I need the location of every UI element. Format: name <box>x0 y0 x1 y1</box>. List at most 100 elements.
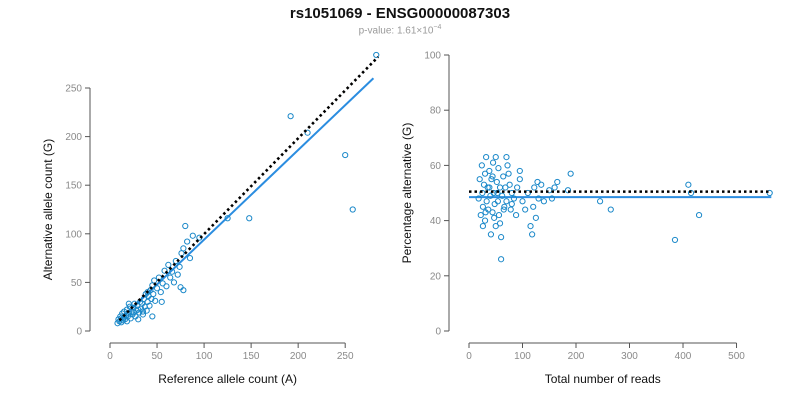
panel1-x-tick-label-200: 200 <box>290 351 307 362</box>
panel2-x-tick-label-200: 200 <box>568 351 585 362</box>
panel1-data-point <box>130 309 137 316</box>
panel2-y-tick-label-0: 0 <box>435 327 441 338</box>
panel2-x-tick-label-300: 300 <box>621 351 638 362</box>
panel2-data-point <box>498 234 505 241</box>
panel1-data-point <box>184 238 191 245</box>
panel1-data-point <box>139 308 147 315</box>
panel2-data-point <box>481 170 489 177</box>
panel2-data-point <box>514 184 521 191</box>
panel2-data-point <box>478 162 485 169</box>
panel1-data-point <box>143 307 150 314</box>
panel2-data-point <box>522 206 529 213</box>
panel1-y-tick-label-50: 50 <box>71 278 83 289</box>
panel2-data-point <box>546 187 553 194</box>
panel2-data-point <box>492 223 499 230</box>
panel2-data-point <box>516 176 523 183</box>
panel1-data-point <box>146 302 153 309</box>
panel2-x-tick-label-500: 500 <box>728 351 745 362</box>
panel1-data-point <box>167 274 174 281</box>
panel2-data-point <box>766 189 773 197</box>
panel2-data-point <box>516 167 523 175</box>
panel1-data-point <box>182 222 189 230</box>
panel2-data-point <box>505 170 512 177</box>
panel1-data-point <box>135 316 142 323</box>
panel2-data-point <box>494 198 501 205</box>
panel2-y-tick-label-20: 20 <box>430 271 442 282</box>
panel1-y-tick-label-100: 100 <box>65 229 82 240</box>
panel1-x-tick-label-150: 150 <box>243 351 260 362</box>
panel2-data-point <box>489 159 497 166</box>
panel2-data-point <box>475 195 482 202</box>
panel1-y-axis-title: Alternative allele count (G) <box>41 139 55 280</box>
panel1-data-point <box>186 255 194 262</box>
panel1-data-point <box>150 290 157 298</box>
panel2-data-point <box>483 198 490 205</box>
panel2-data-point <box>548 195 556 202</box>
panel1-data-point <box>159 280 166 287</box>
panel2-data-point <box>519 198 526 205</box>
panel2-data-point <box>495 165 502 172</box>
panel1-y-tick-label-0: 0 <box>76 327 82 338</box>
panel1-reference-line <box>118 55 380 322</box>
panel2-data-point <box>496 184 504 191</box>
panel2-data-point <box>503 154 510 161</box>
panel2-data-point <box>508 189 515 197</box>
panel2-data-point <box>671 236 679 244</box>
panel1-data-point <box>139 311 147 318</box>
panel2-data-point <box>607 206 614 213</box>
panel2-data-point <box>506 181 513 188</box>
p-value-exponent: −4 <box>433 24 442 31</box>
panel1-data-point <box>161 267 168 274</box>
panel2-data-point <box>499 192 506 199</box>
panel2-y-tick-label-100: 100 <box>424 51 441 62</box>
panel2-data-point <box>486 184 493 191</box>
panel2-data-point <box>508 200 515 208</box>
panel2-data-point <box>493 178 500 186</box>
panel1-data-point <box>180 245 187 252</box>
panel2-data-point <box>502 184 509 191</box>
panel2-data-point <box>532 214 539 221</box>
panel2-data-point <box>481 217 489 224</box>
panel2-data-point <box>567 170 574 177</box>
panel2-data-point <box>596 198 604 205</box>
panel2-y-axis-title: Percentage alternative (G) <box>400 123 414 264</box>
panel1-data-point <box>163 283 170 290</box>
panel1-data-point <box>176 263 183 270</box>
panel2-data-point <box>564 187 572 194</box>
panel2-data-point <box>504 162 511 169</box>
panel1-data-point <box>158 298 165 305</box>
panel2-data-point <box>479 223 487 230</box>
panel2-data-point <box>530 203 537 210</box>
panel2-data-point <box>540 198 548 205</box>
panel2-data-point <box>501 203 508 210</box>
panel2-y-tick-label-40: 40 <box>430 216 442 227</box>
panel1-data-point <box>170 279 178 286</box>
panel1-data-point <box>144 289 151 296</box>
panel2-data-point <box>685 181 692 188</box>
panel2-data-point <box>529 231 536 238</box>
panel2-data-point <box>496 220 504 227</box>
chart-title: rs1051069 - ENSG00000087303 <box>289 5 511 22</box>
panel2-data-point <box>503 198 510 205</box>
panel2-data-point <box>500 173 507 180</box>
panel2-data-point <box>479 203 487 210</box>
panel1-data-point <box>157 289 164 296</box>
panel2-x-axis-title: Total number of reads <box>545 372 661 386</box>
panel2-x-tick-label-100: 100 <box>514 351 531 362</box>
panel2-data-point <box>527 223 534 230</box>
panel1-y-tick-label-250: 250 <box>65 84 82 95</box>
panel2-data-point <box>554 178 561 186</box>
panel1-y-tick-label-200: 200 <box>65 132 82 143</box>
panel2-data-point <box>488 176 495 183</box>
panel2-data-point <box>489 173 496 180</box>
panel2-data-point <box>507 206 514 213</box>
panel1-y-tick-label-150: 150 <box>65 181 82 192</box>
panel2-data-point <box>495 211 503 219</box>
panel1-data-point <box>246 215 253 222</box>
panel2-x-tick-label-0: 0 <box>466 351 472 362</box>
panel2-data-point <box>492 154 499 161</box>
panel2-data-point <box>487 231 495 238</box>
panel2-data-point <box>531 184 538 191</box>
panel1-x-tick-label-250: 250 <box>337 351 354 362</box>
